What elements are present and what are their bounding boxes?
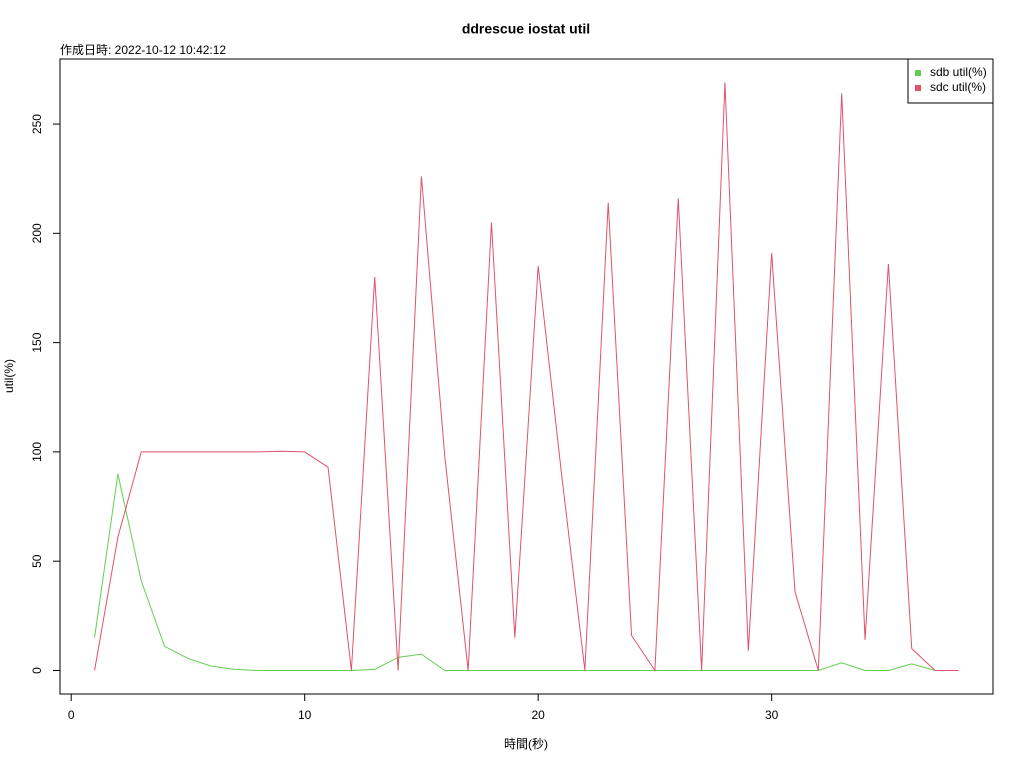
- y-axis-label: util(%): [2, 359, 16, 393]
- chart-title: ddrescue iostat util: [462, 21, 590, 37]
- series-line: [94, 82, 959, 673]
- legend-label: sdc util(%): [930, 80, 986, 94]
- legend-label: sdb util(%): [930, 65, 987, 79]
- legend-swatch: [915, 85, 921, 91]
- y-tick-label: 100: [30, 442, 44, 462]
- x-tick-label: 0: [68, 708, 75, 722]
- y-tick-label: 0: [30, 667, 44, 674]
- chart-subtitle: 作成日時: 2022-10-12 10:42:12: [60, 43, 226, 57]
- x-tick-label: 10: [298, 708, 312, 722]
- series-line: [94, 473, 959, 671]
- y-tick-label: 200: [30, 223, 44, 243]
- x-tick-label: 20: [531, 708, 545, 722]
- y-tick-label: 50: [30, 554, 44, 568]
- y-tick-label: 250: [30, 114, 44, 134]
- y-tick-label: 150: [30, 332, 44, 352]
- x-tick-label: 30: [765, 708, 779, 722]
- x-axis-label: 時間(秒): [504, 737, 548, 751]
- legend-swatch: [915, 70, 921, 76]
- legend-box: [907, 58, 994, 104]
